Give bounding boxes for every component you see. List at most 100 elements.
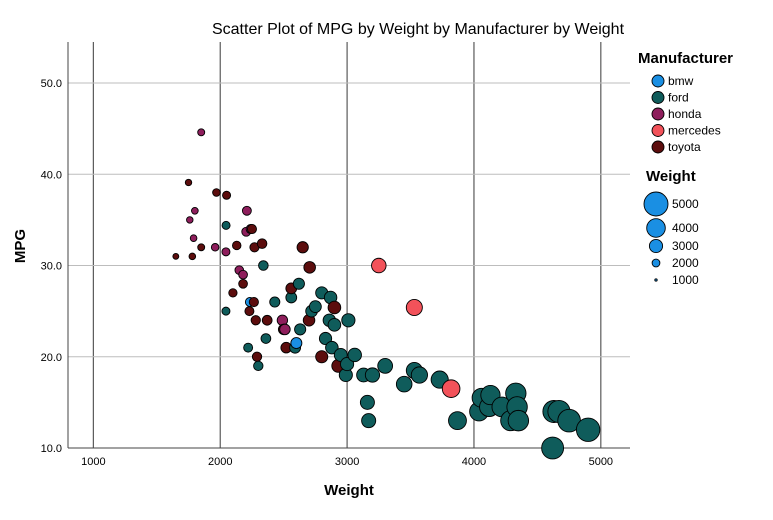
data-point-honda (197, 128, 206, 137)
data-point-toyota (212, 188, 221, 197)
x-tick-label: 1000 (81, 456, 105, 468)
y-tick-label: 40.0 (41, 169, 62, 181)
color-legend-items: bmw ford honda mercedes toyota (651, 74, 721, 154)
size-legend-marker (643, 191, 669, 217)
data-point-toyota (256, 238, 268, 249)
legend-label-ford: ford (668, 91, 689, 105)
data-point-ford (243, 342, 254, 353)
data-point-ford (294, 323, 307, 336)
size-legend-marker (646, 218, 666, 238)
legend-marker-toyota (651, 140, 665, 154)
data-point-ford (325, 340, 339, 355)
data-point-toyota (248, 296, 259, 308)
size-legend-marker (648, 238, 664, 254)
data-point-toyota (184, 178, 193, 187)
y-tick-label: 10.0 (41, 443, 62, 455)
size-legend-label: 2000 (672, 256, 699, 270)
size-legend-title: Weight (646, 168, 696, 185)
data-point-toyota (232, 240, 242, 251)
chart-title: Scatter Plot of MPG by Weight by Manufac… (212, 21, 625, 38)
data-point-ford (541, 436, 565, 460)
y-tick-label: 30.0 (41, 261, 62, 273)
data-point-toyota (228, 288, 238, 298)
data-point-honda (186, 216, 194, 224)
legend-label-mercedes: mercedes (668, 124, 721, 138)
data-point-ford (221, 306, 231, 316)
x-tick-label: 4000 (462, 456, 486, 468)
data-point-toyota (250, 315, 261, 326)
legend-marker-bmw (651, 74, 665, 88)
size-legend-label: 4000 (672, 221, 699, 235)
data-points (172, 128, 601, 460)
data-point-honda (279, 323, 291, 336)
data-point-toyota (261, 314, 273, 326)
legend: Manufacturer bmwfordhondamercedestoyota … (638, 50, 733, 287)
data-point-ford (410, 366, 428, 384)
data-point-honda (221, 247, 231, 257)
y-axis-label: MPG (12, 229, 29, 263)
axes: 1000 2000 3000 4000 5000 10.0 20.0 30.0 40.0 50.0 (41, 42, 630, 468)
x-tick-label: 3000 (335, 456, 359, 468)
size-legend-items: 5000 4000 3000 2000 1000 (643, 191, 699, 287)
y-tick-label: 20.0 (41, 352, 62, 364)
x-axis-label: Weight (324, 482, 374, 499)
legend-marker-honda (651, 107, 665, 121)
legend-label-toyota: toyota (668, 140, 701, 154)
size-legend-label: 1000 (672, 273, 699, 287)
data-point-honda (191, 206, 199, 215)
data-point-ford (318, 331, 333, 346)
size-legend-label: 5000 (672, 197, 699, 211)
data-point-toyota (303, 261, 316, 274)
data-point-toyota (315, 350, 329, 364)
data-point-ford (507, 409, 530, 432)
data-point-ford (341, 313, 356, 328)
data-point-toyota (327, 300, 342, 315)
data-point-honda (238, 269, 248, 280)
data-point-mercedes (371, 257, 387, 274)
data-point-mercedes (441, 379, 461, 398)
data-point-toyota (244, 306, 255, 317)
data-point-mercedes (405, 299, 423, 316)
data-point-ford (327, 318, 342, 332)
data-point-toyota (251, 351, 263, 362)
data-point-ford (292, 277, 305, 290)
x-tick-label: 5000 (589, 456, 613, 468)
legend-marker-mercedes (651, 124, 665, 137)
y-tick-label: 50.0 (41, 78, 62, 90)
data-point-toyota (238, 278, 248, 289)
legend-label-bmw: bmw (668, 74, 694, 88)
grid (68, 42, 630, 449)
legend-marker-ford (651, 91, 665, 104)
data-point-toyota (197, 243, 206, 252)
data-point-ford (260, 333, 272, 344)
data-point-ford (253, 360, 264, 372)
legend-label-honda: honda (668, 107, 702, 121)
data-point-ford (258, 260, 269, 271)
data-point-toyota (188, 252, 197, 261)
size-legend-marker (651, 258, 661, 268)
data-point-toyota (222, 190, 232, 200)
data-point-toyota (296, 241, 309, 254)
data-point-ford (395, 375, 413, 393)
data-point-ford (377, 358, 394, 374)
data-point-honda (241, 205, 252, 216)
data-point-ford (364, 367, 381, 383)
data-point-honda (189, 234, 198, 242)
data-point-ford (309, 300, 322, 313)
data-point-ford (269, 296, 281, 308)
data-point-ford (221, 220, 231, 230)
x-tick-label: 2000 (208, 456, 232, 468)
color-legend-title: Manufacturer (638, 50, 733, 67)
data-point-ford (340, 357, 355, 372)
data-point-ford (575, 417, 601, 442)
data-point-toyota (172, 252, 180, 260)
data-point-toyota (246, 224, 257, 235)
data-point-bmw (290, 337, 303, 350)
data-point-ford (347, 347, 362, 363)
data-point-ford (359, 394, 375, 410)
data-point-ford (448, 411, 467, 431)
size-legend-marker (654, 278, 658, 282)
data-point-ford (361, 413, 377, 429)
data-point-honda (210, 243, 220, 252)
